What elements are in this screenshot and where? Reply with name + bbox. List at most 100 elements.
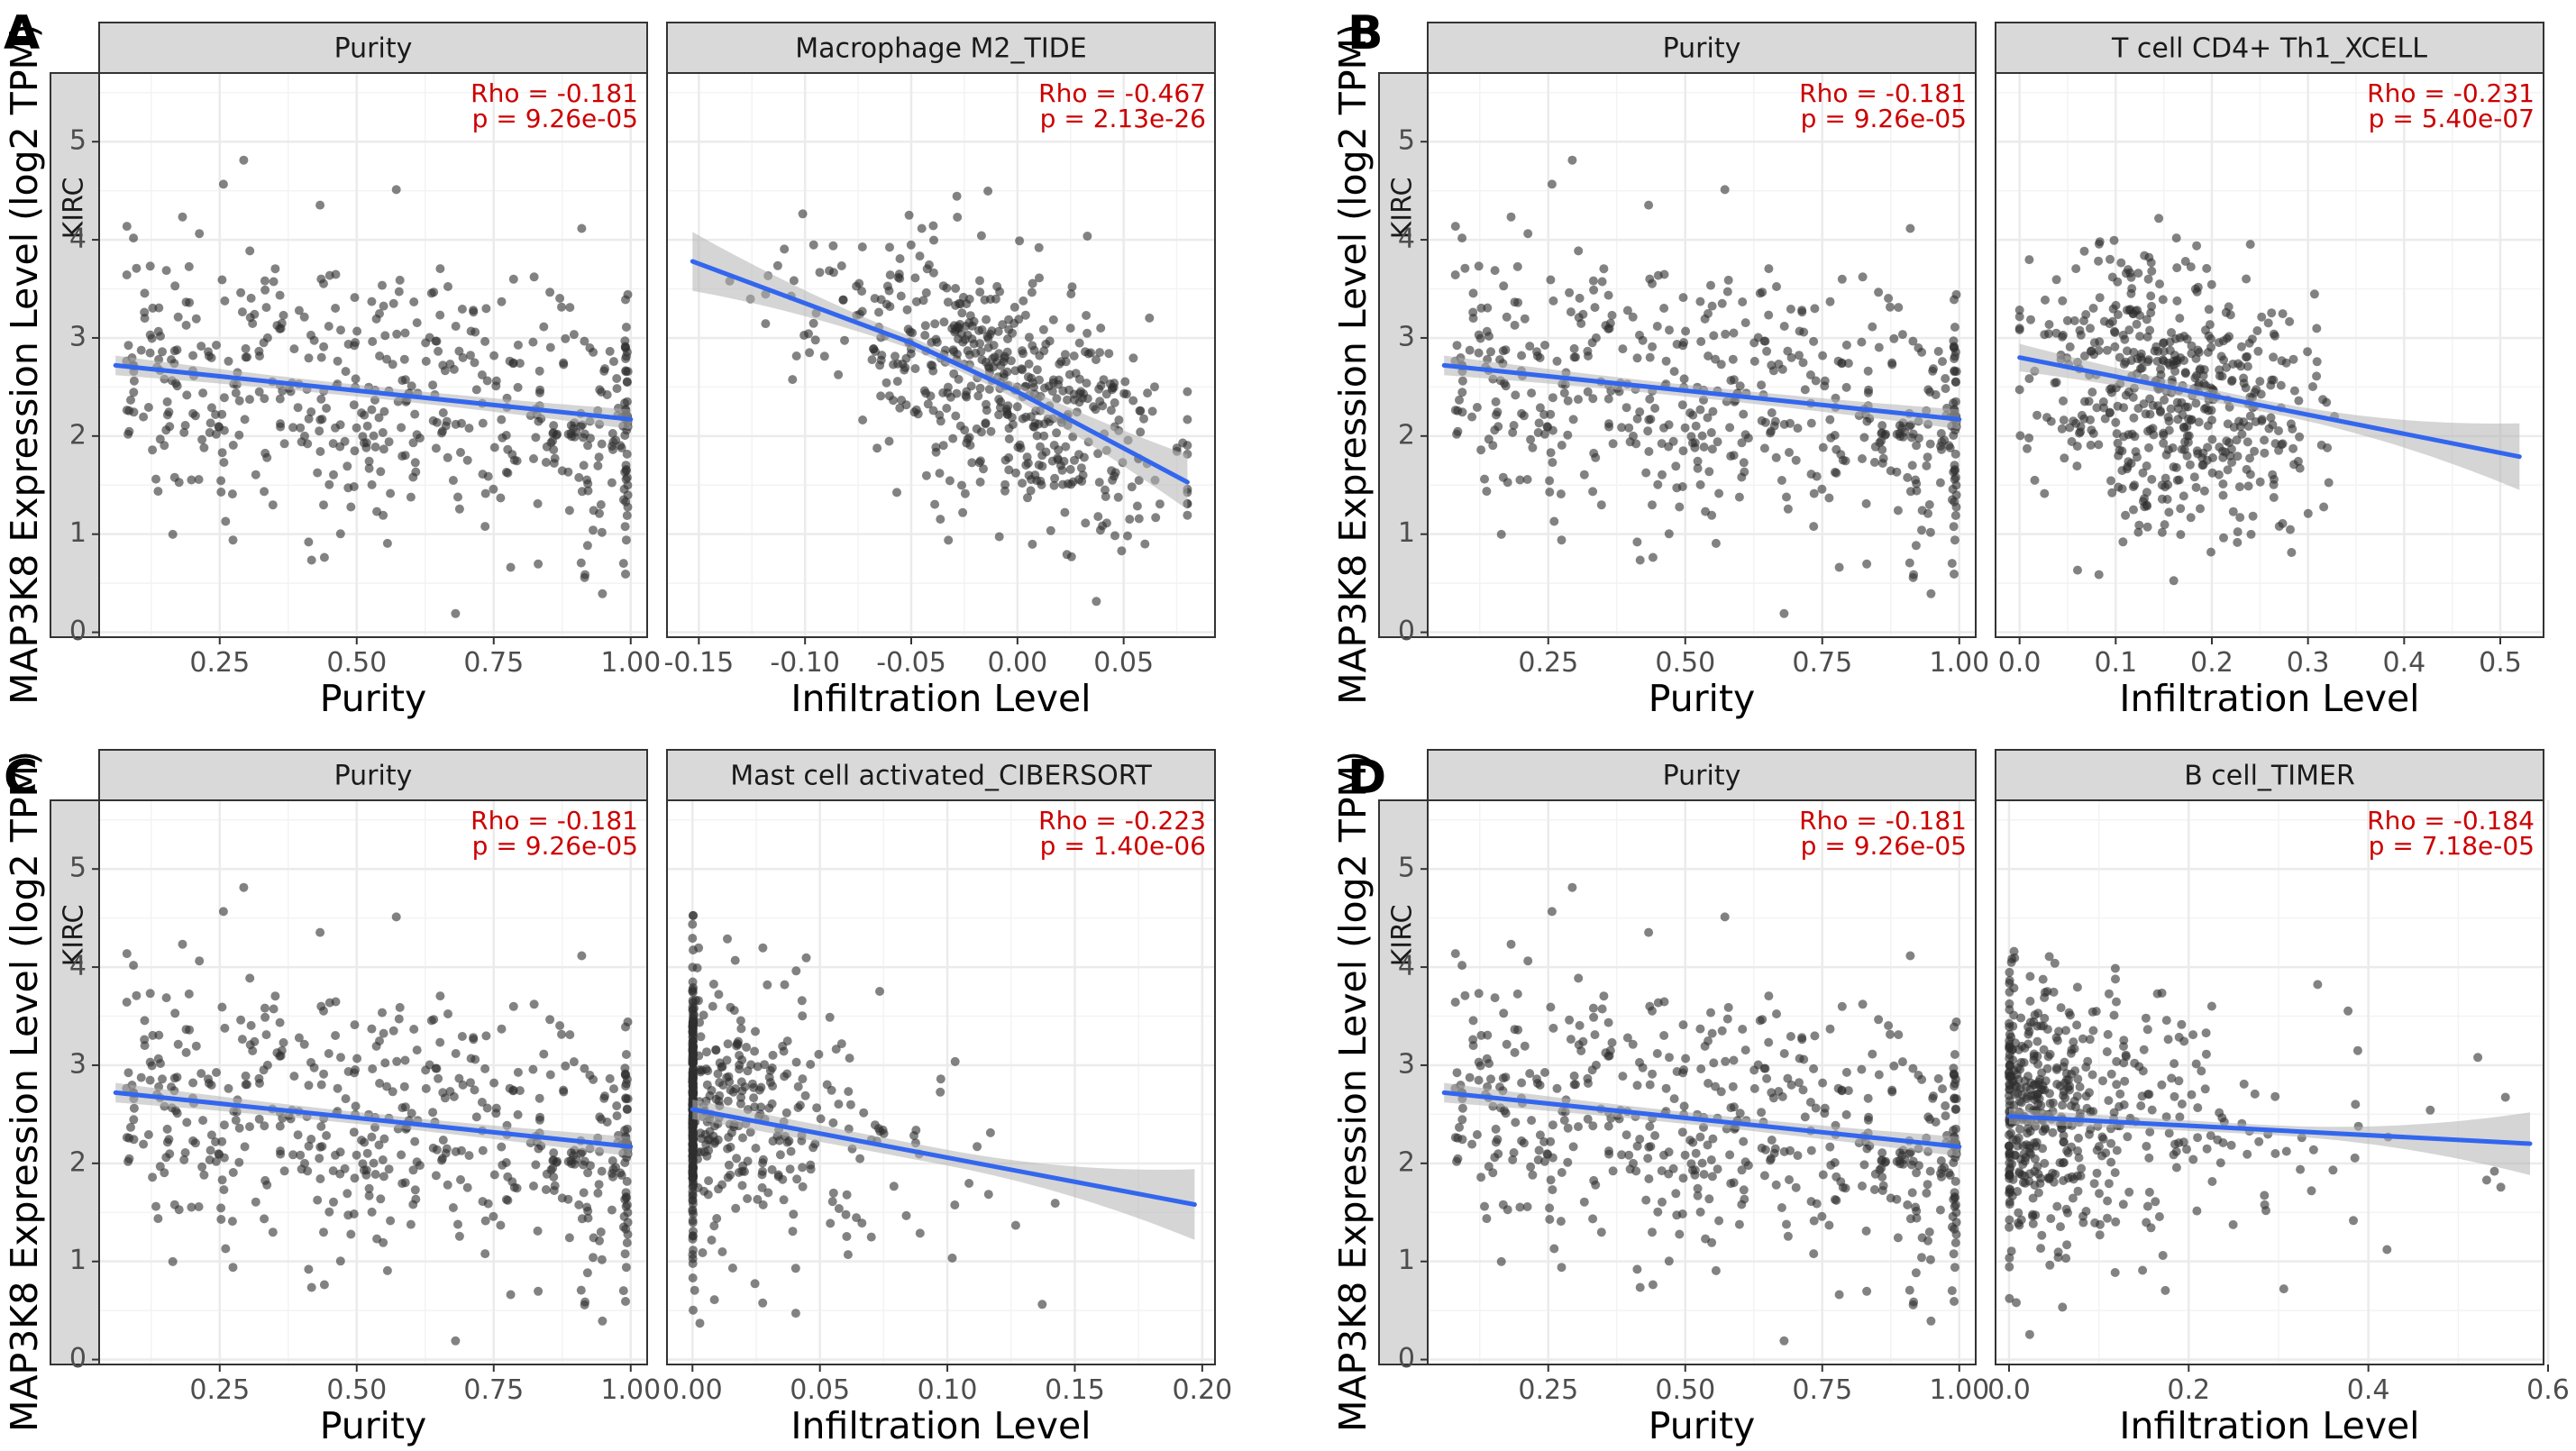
data-point xyxy=(507,1177,517,1187)
data-point xyxy=(1950,354,1959,363)
data-point xyxy=(2052,1201,2062,1211)
data-point xyxy=(589,1233,598,1243)
data-point xyxy=(621,570,630,579)
data-point xyxy=(184,261,194,271)
data-point xyxy=(491,1109,501,1118)
data-point xyxy=(156,1059,165,1068)
data-point xyxy=(966,381,976,391)
data-point xyxy=(306,1135,316,1144)
data-point xyxy=(1759,443,1769,453)
data-point xyxy=(798,1163,808,1173)
data-point xyxy=(1491,410,1501,420)
data-point xyxy=(1110,468,1120,478)
data-point xyxy=(335,442,345,452)
data-point xyxy=(758,1298,768,1308)
data-point xyxy=(2215,1108,2224,1118)
data-point xyxy=(375,1036,384,1045)
data-point xyxy=(2123,346,2132,356)
data-point xyxy=(1001,405,1011,414)
data-point xyxy=(162,1124,172,1134)
data-point xyxy=(2112,429,2122,439)
data-point xyxy=(2094,256,2104,266)
data-point xyxy=(219,393,229,403)
data-point xyxy=(1825,415,1835,424)
data-point xyxy=(1648,1280,1658,1290)
data-point xyxy=(1857,337,1867,347)
data-point xyxy=(182,390,192,400)
data-point xyxy=(791,1057,801,1067)
data-point xyxy=(1739,409,1749,419)
data-point xyxy=(2278,309,2288,319)
data-point xyxy=(350,1173,360,1183)
data-point xyxy=(1643,1154,1653,1164)
data-point xyxy=(2030,1154,2040,1164)
data-point xyxy=(140,288,150,298)
data-point xyxy=(2239,1079,2249,1089)
data-point xyxy=(688,1259,698,1268)
data-point xyxy=(296,423,306,433)
data-point xyxy=(324,322,333,331)
data-point xyxy=(789,276,799,286)
data-point xyxy=(1545,476,1555,486)
data-point xyxy=(1095,348,1105,358)
data-point xyxy=(2072,442,2082,452)
data-point xyxy=(828,1118,838,1127)
data-point xyxy=(1066,479,1076,489)
data-point xyxy=(2155,279,2164,289)
data-point xyxy=(2245,453,2254,463)
data-point xyxy=(1653,1207,1663,1217)
data-point xyxy=(952,388,962,398)
data-point xyxy=(2095,293,2105,303)
data-point xyxy=(2005,1022,2014,1032)
data-point xyxy=(1494,422,1503,432)
data-point xyxy=(620,1063,630,1073)
data-point xyxy=(239,155,249,165)
data-point xyxy=(688,986,698,996)
data-point xyxy=(384,1164,394,1174)
data-point xyxy=(2076,422,2086,432)
data-point xyxy=(1725,1150,1735,1160)
data-point xyxy=(1546,275,1556,285)
data-point xyxy=(242,352,251,362)
data-point xyxy=(2148,400,2158,410)
data-point xyxy=(151,474,160,484)
data-point xyxy=(1695,405,1705,415)
data-point xyxy=(2289,386,2299,396)
data-point xyxy=(1635,1135,1645,1144)
data-point xyxy=(1093,449,1103,459)
data-point xyxy=(1565,1015,1575,1025)
data-point xyxy=(763,980,772,990)
data-point xyxy=(928,268,938,278)
data-point xyxy=(246,293,256,303)
data-point xyxy=(198,388,208,398)
x-tick-label: 0.25 xyxy=(1518,1374,1578,1406)
data-point xyxy=(1805,1098,1815,1107)
data-point xyxy=(375,1079,385,1088)
data-point xyxy=(737,1181,747,1191)
data-point xyxy=(254,387,264,397)
data-point xyxy=(165,422,175,432)
data-point xyxy=(1628,1039,1638,1049)
data-point xyxy=(1785,448,1794,457)
data-point xyxy=(254,1114,264,1124)
data-point xyxy=(1467,412,1477,422)
p-value-label: p = 2.13e-26 xyxy=(1040,104,1206,133)
data-point xyxy=(1749,338,1759,348)
data-point xyxy=(840,335,849,345)
data-point xyxy=(1076,463,1086,473)
data-point xyxy=(454,1231,464,1241)
data-point xyxy=(1082,394,1092,404)
data-point xyxy=(747,1079,757,1089)
data-point xyxy=(1590,1030,1600,1040)
data-point xyxy=(2349,1216,2358,1226)
rho-label: Rho = -0.181 xyxy=(1799,806,1967,835)
data-point xyxy=(1065,324,1075,333)
data-point xyxy=(1833,356,1843,366)
data-point xyxy=(608,437,618,447)
data-point xyxy=(910,273,920,283)
data-point xyxy=(507,450,517,460)
data-point xyxy=(2266,413,2276,423)
data-point xyxy=(2166,404,2176,414)
